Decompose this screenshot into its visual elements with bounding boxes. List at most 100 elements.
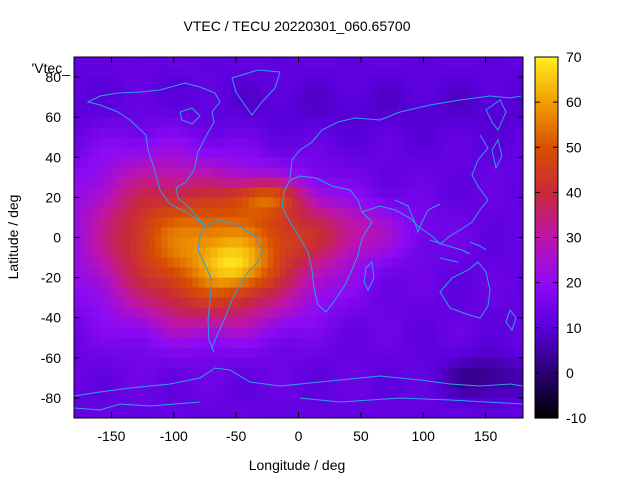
heatmap-cell bbox=[485, 217, 493, 229]
heatmap-cell bbox=[148, 237, 156, 249]
heatmap-cell bbox=[510, 177, 518, 188]
heatmap-cell bbox=[148, 107, 156, 118]
heatmap-cell bbox=[74, 387, 81, 399]
heatmap-cell bbox=[510, 307, 518, 319]
heatmap-cell bbox=[267, 217, 275, 229]
heatmap-cell bbox=[410, 137, 418, 148]
heatmap-cell bbox=[248, 357, 256, 369]
colorbar-segment bbox=[535, 93, 558, 97]
heatmap-cell bbox=[180, 287, 187, 299]
heatmap-cell bbox=[460, 97, 468, 108]
heatmap-cell bbox=[130, 97, 137, 108]
heatmap-cell bbox=[86, 237, 94, 249]
heatmap-cell bbox=[236, 287, 243, 299]
heatmap-cell bbox=[267, 177, 275, 188]
heatmap-cell bbox=[279, 87, 287, 98]
heatmap-cell bbox=[86, 317, 94, 329]
heatmap-cell bbox=[236, 237, 243, 249]
heatmap-cell bbox=[310, 147, 318, 158]
colorbar-segment bbox=[535, 102, 558, 106]
heatmap-cell bbox=[404, 307, 412, 319]
heatmap-cell bbox=[491, 297, 499, 309]
heatmap-cell bbox=[86, 337, 94, 349]
heatmap-cell bbox=[117, 277, 125, 289]
heatmap-cell bbox=[105, 167, 113, 178]
heatmap-cell bbox=[111, 397, 119, 409]
heatmap-cell bbox=[92, 317, 100, 329]
colorbar-segment bbox=[535, 198, 558, 202]
heatmap-cell bbox=[74, 357, 81, 369]
heatmap-cell bbox=[155, 267, 162, 279]
heatmap-cell bbox=[416, 237, 424, 249]
heatmap-cell bbox=[304, 337, 312, 349]
heatmap-cell bbox=[317, 257, 325, 269]
heatmap-cell bbox=[80, 77, 88, 88]
heatmap-cell bbox=[360, 247, 368, 259]
heatmap-cell bbox=[423, 167, 431, 178]
heatmap-cell bbox=[435, 117, 443, 128]
heatmap-cell bbox=[92, 147, 100, 158]
heatmap-cell bbox=[429, 87, 437, 98]
heatmap-cell bbox=[435, 377, 443, 389]
heatmap-cell bbox=[167, 87, 175, 98]
heatmap-cell bbox=[98, 137, 106, 148]
heatmap-cell bbox=[292, 267, 300, 279]
heatmap-cell bbox=[404, 267, 412, 279]
heatmap-cell bbox=[348, 357, 356, 369]
heatmap-cell bbox=[180, 227, 187, 239]
heatmap-cell bbox=[385, 367, 393, 379]
heatmap-cell bbox=[217, 217, 225, 229]
heatmap-cell bbox=[98, 67, 106, 78]
heatmap-cell bbox=[323, 177, 331, 188]
heatmap-cell bbox=[273, 107, 281, 118]
heatmap-cell bbox=[229, 177, 237, 188]
colorbar-tick-label: 70 bbox=[566, 49, 582, 65]
heatmap-cell bbox=[192, 167, 200, 178]
heatmap-cell bbox=[304, 287, 312, 299]
heatmap-cell bbox=[223, 257, 231, 269]
heatmap-cell bbox=[354, 97, 362, 108]
heatmap-cell bbox=[310, 197, 318, 209]
heatmap-cell bbox=[105, 257, 113, 269]
heatmap-cell bbox=[286, 187, 293, 198]
heatmap-cell bbox=[173, 227, 181, 239]
heatmap-cell bbox=[192, 327, 200, 339]
heatmap-cell bbox=[180, 257, 187, 269]
heatmap-cell bbox=[180, 127, 187, 138]
heatmap-cell bbox=[491, 247, 499, 259]
heatmap-cell bbox=[229, 157, 237, 168]
heatmap-cell bbox=[279, 317, 287, 329]
heatmap-cell bbox=[504, 197, 512, 209]
heatmap-cell bbox=[204, 227, 212, 239]
heatmap-cell bbox=[198, 67, 206, 78]
heatmap-cell bbox=[317, 107, 325, 118]
heatmap-cell bbox=[298, 407, 306, 418]
heatmap-cell bbox=[142, 307, 150, 319]
heatmap-cell bbox=[466, 147, 474, 158]
heatmap-cell bbox=[429, 77, 437, 88]
heatmap-cell bbox=[279, 267, 287, 279]
heatmap-cell bbox=[466, 267, 474, 279]
heatmap-cell bbox=[310, 107, 318, 118]
heatmap-cell bbox=[379, 77, 387, 88]
heatmap-cell bbox=[392, 57, 399, 68]
colorbar-segment bbox=[535, 105, 558, 109]
heatmap-cell bbox=[441, 187, 449, 198]
heatmap-cell bbox=[80, 207, 88, 219]
heatmap-cell bbox=[198, 107, 206, 118]
heatmap-cell bbox=[130, 287, 137, 299]
heatmap-cell bbox=[279, 257, 287, 269]
heatmap-cell bbox=[498, 257, 505, 269]
heatmap-cell bbox=[329, 207, 337, 219]
heatmap-cell bbox=[416, 317, 424, 329]
heatmap-cell bbox=[292, 317, 300, 329]
colorbar-segment bbox=[535, 372, 558, 377]
heatmap-cell bbox=[229, 137, 237, 148]
heatmap-cell bbox=[211, 177, 219, 188]
heatmap-cell bbox=[186, 97, 194, 108]
colorbar-segment bbox=[535, 312, 558, 317]
heatmap-cell bbox=[242, 177, 250, 188]
heatmap-cell bbox=[211, 287, 219, 299]
heatmap-cell bbox=[111, 197, 119, 209]
heatmap-cell bbox=[248, 197, 256, 209]
